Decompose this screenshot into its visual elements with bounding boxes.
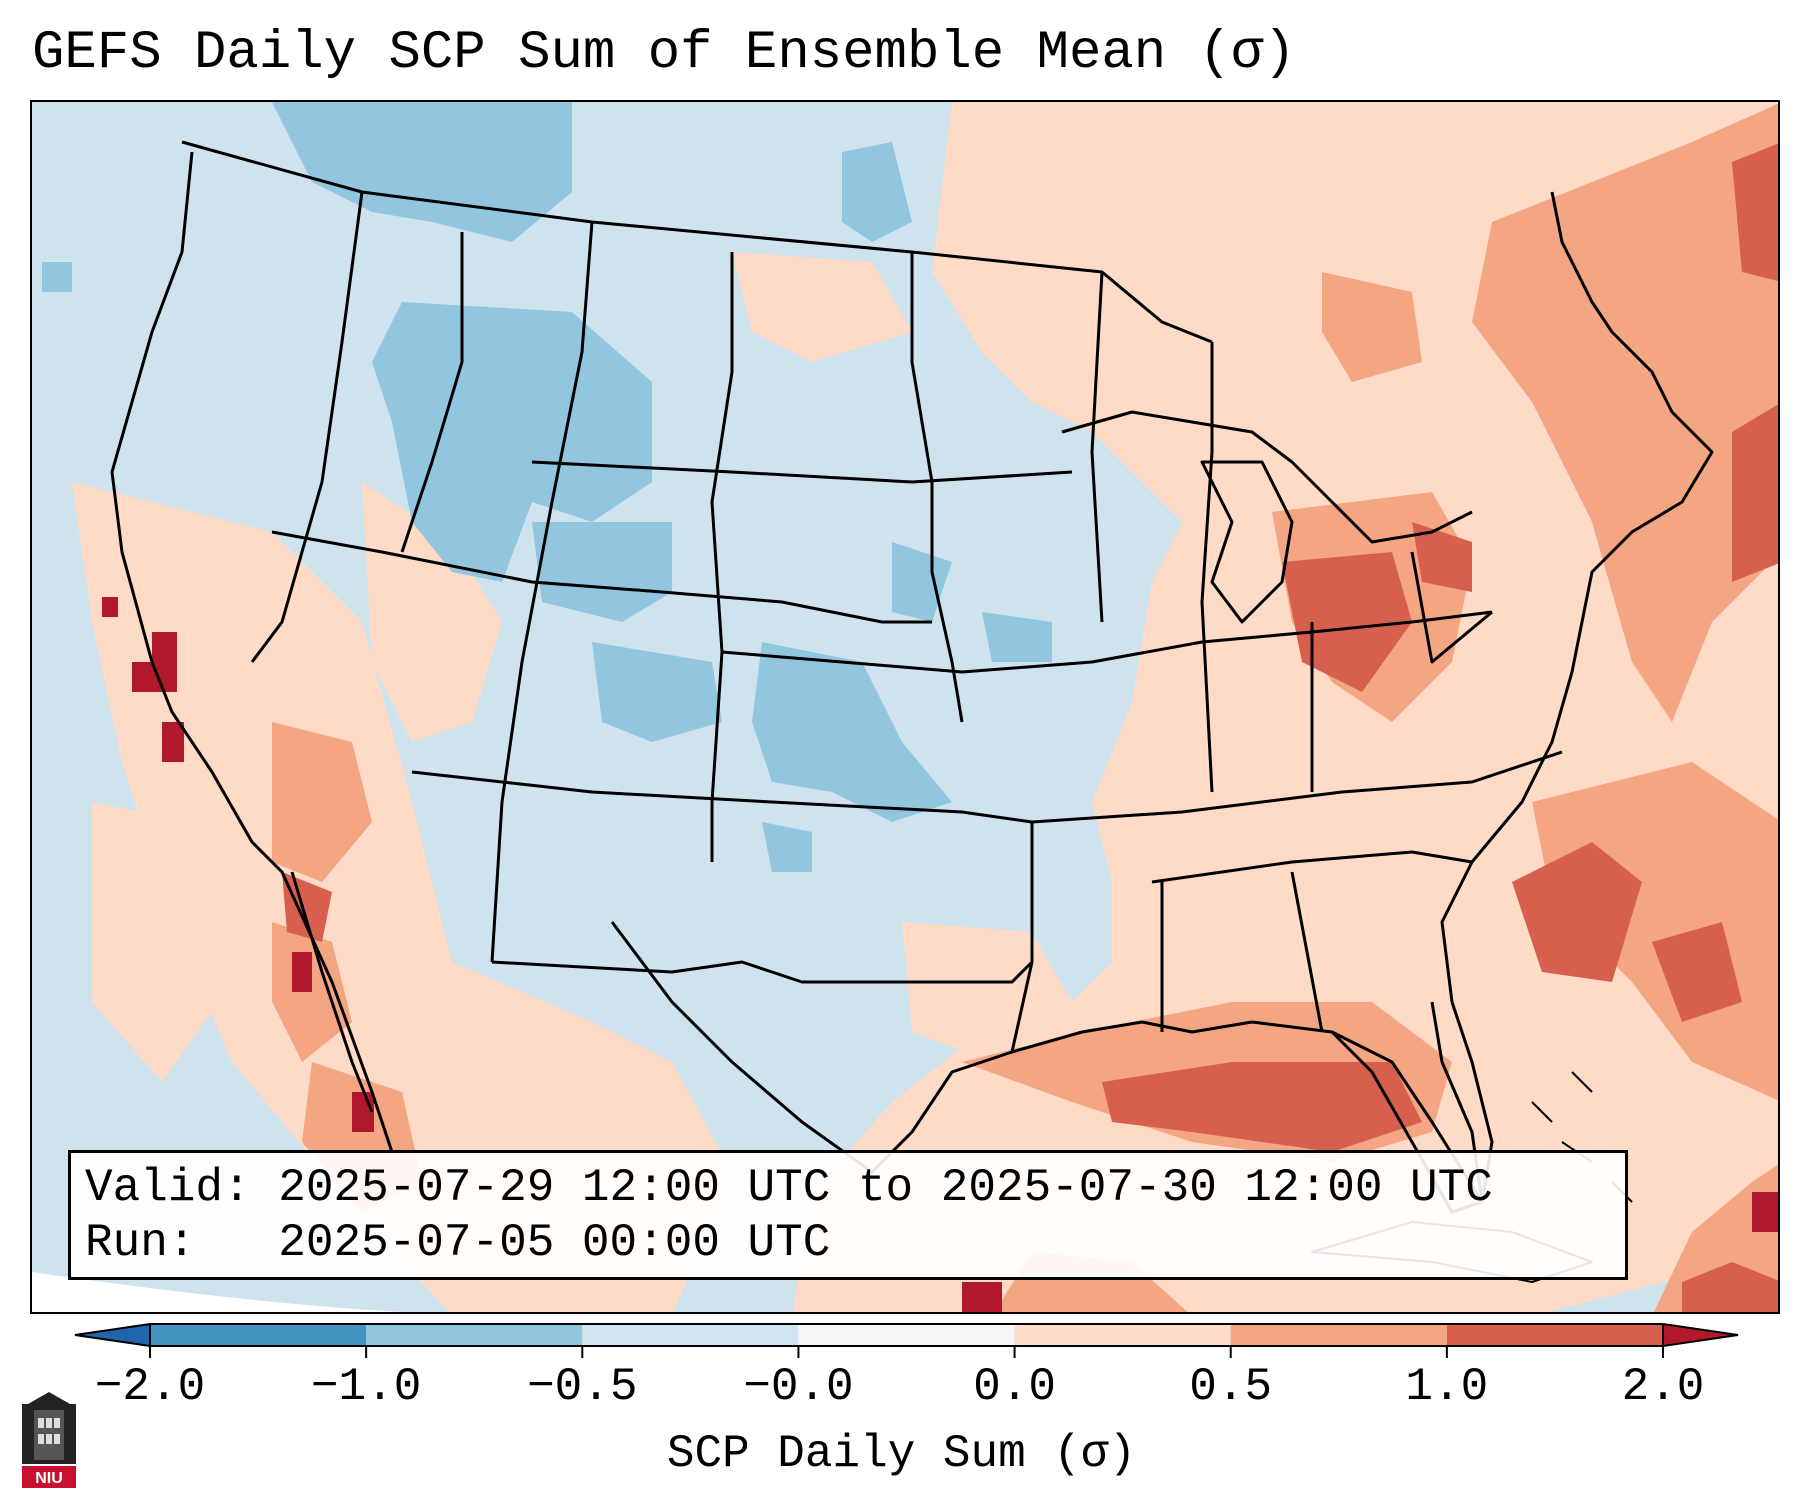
positive-strong-areas: [282, 143, 1778, 1312]
east-coast: [1440, 191, 1714, 1003]
niu-logo-icon: NIU: [22, 1392, 76, 1488]
boundaries: [110, 140, 1714, 1283]
colorbar-label: SCP Daily Sum (σ): [666, 1428, 1137, 1480]
logo-text: NIU: [35, 1470, 63, 1487]
colorbar-bin: [366, 1324, 583, 1346]
colorbar-bin: [1230, 1324, 1447, 1346]
colorbar-extend-min: [74, 1322, 151, 1348]
colorbar-extend-max: [1662, 1322, 1739, 1348]
colorbar-bin: [1014, 1324, 1231, 1346]
colorbar-bin: [582, 1324, 799, 1346]
colorbar-tick-label: −1.0: [310, 1361, 422, 1413]
colorbar-bin: [1446, 1324, 1663, 1346]
run-value: 2025-07-05 00:00 UTC: [278, 1217, 831, 1269]
west-coast: [110, 151, 394, 1153]
map-svg: [32, 102, 1778, 1312]
great-lakes: [1061, 410, 1473, 544]
positive-weak-areas: [72, 102, 1778, 1312]
chart-title: GEFS Daily SCP Sum of Ensemble Mean (σ): [32, 23, 1296, 84]
colorbar-tick-label: −0.5: [527, 1361, 638, 1413]
colorbar: [0, 1314, 1803, 1374]
negative-moderate-areas: [42, 102, 1052, 872]
colorbar-outline: [149, 1323, 1664, 1347]
colorbar-tick-label: 1.0: [1405, 1361, 1489, 1413]
valid-value: 2025-07-29 12:00 UTC to 2025-07-30 12:00…: [278, 1162, 1493, 1214]
colorbar-tick-label: −0.0: [743, 1361, 854, 1413]
run-label: Run:: [85, 1217, 196, 1269]
valid-label: Valid:: [85, 1162, 251, 1214]
info-box: Valid: 2025-07-29 12:00 UTC to 2025-07-3…: [68, 1150, 1628, 1280]
colorbar-tick-label: −2.0: [94, 1361, 206, 1413]
positive-extreme-areas: [102, 597, 1778, 1312]
colorbar-bin: [150, 1324, 367, 1346]
colorbar-tick-label: 2.0: [1621, 1361, 1705, 1413]
colorbar-tick-label: 0.5: [1189, 1361, 1273, 1413]
map-panel: [30, 100, 1780, 1314]
globe-edge: [32, 1272, 403, 1312]
colorbar-bin: [798, 1324, 1015, 1346]
colorbar-svg: [74, 1322, 1739, 1358]
colorbar-tick-label: 0.0: [973, 1361, 1056, 1413]
